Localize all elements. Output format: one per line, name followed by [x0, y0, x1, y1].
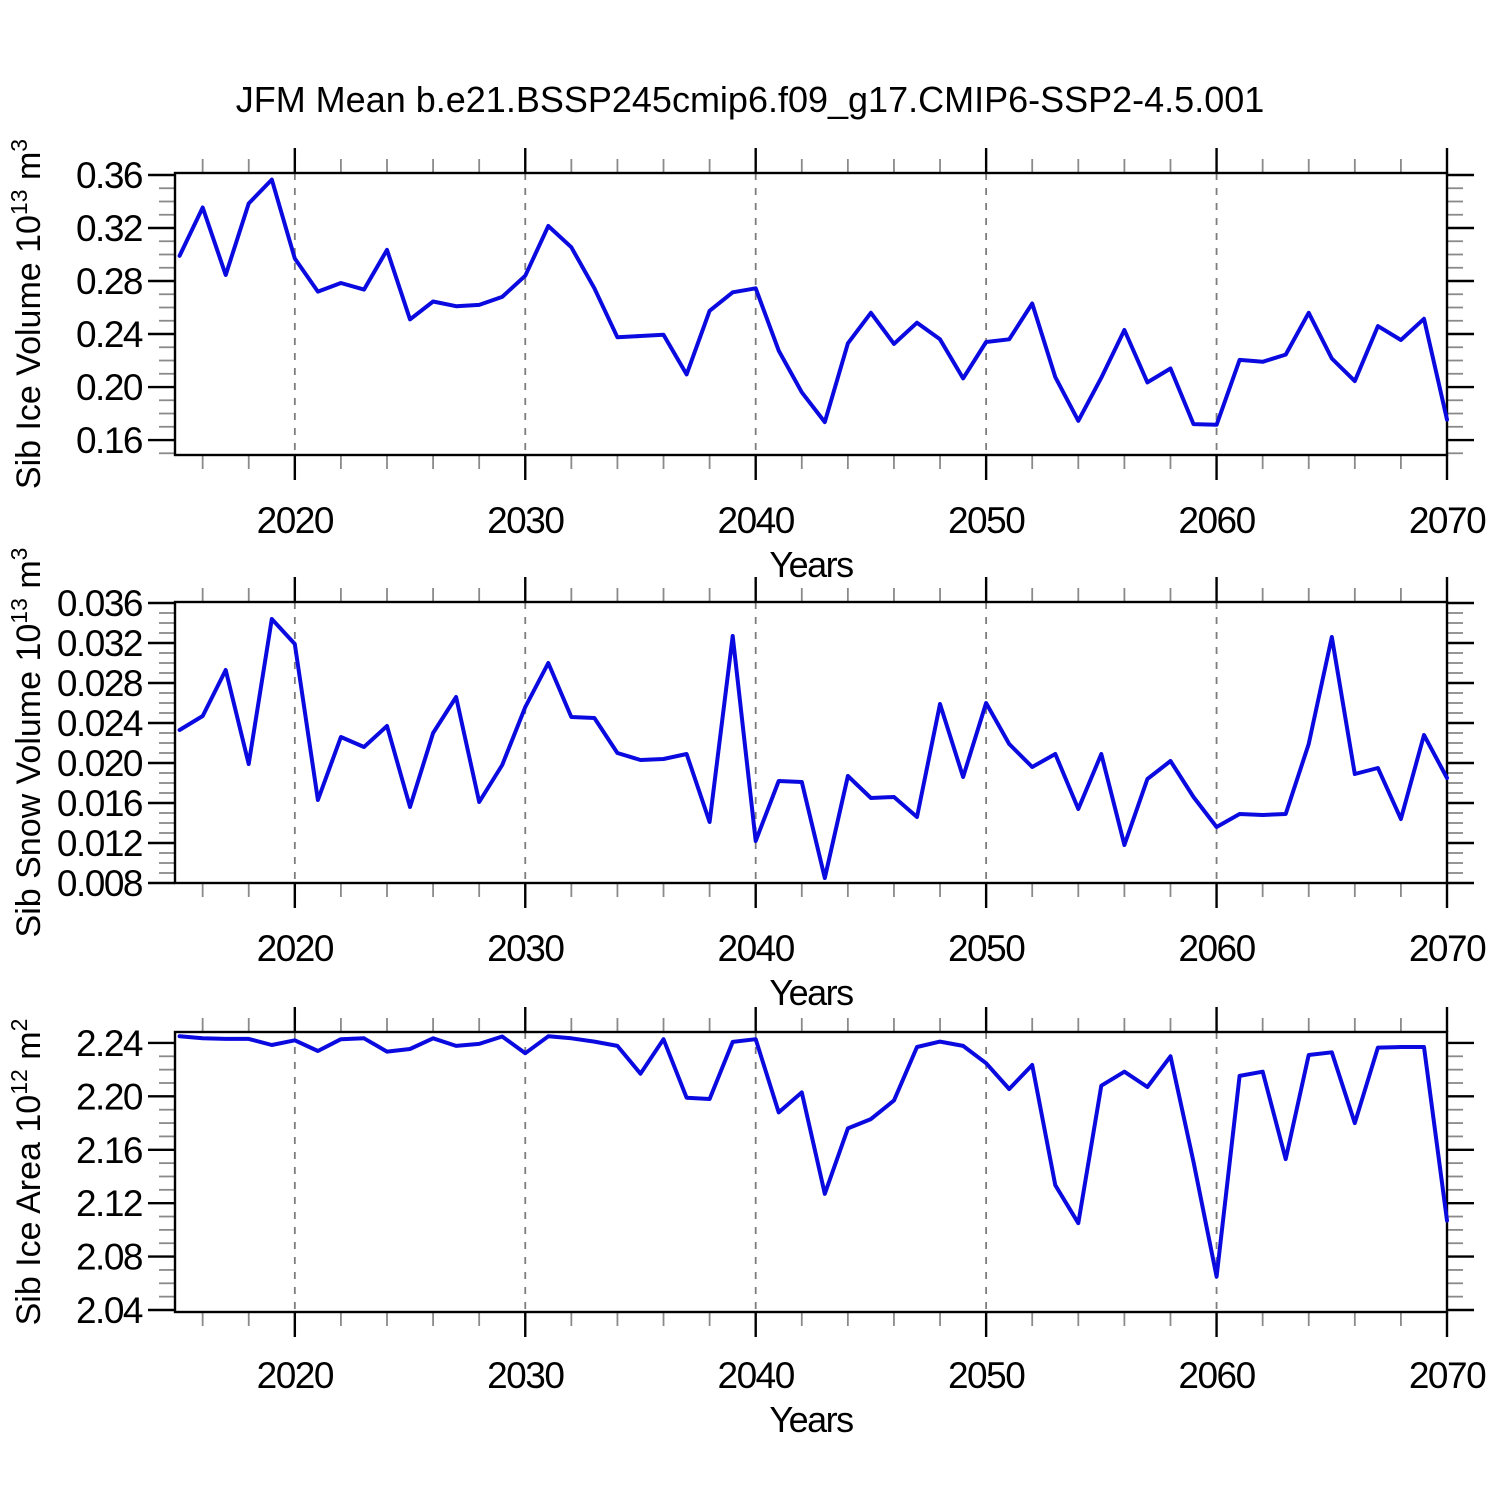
y-tick-label: 0.024: [57, 703, 143, 744]
x-tick-label: 2050: [948, 1355, 1025, 1396]
x-tick-label: 2020: [257, 1355, 334, 1396]
y-tick-label: 2.08: [76, 1237, 142, 1278]
y-tick-label: 0.36: [76, 155, 142, 196]
x-tick-label: 2060: [1178, 1355, 1255, 1396]
x-tick-label: 2060: [1178, 928, 1255, 969]
y-tick-label: 2.16: [76, 1130, 142, 1171]
x-tick-label: 2050: [948, 500, 1025, 541]
x-tick-label: 2070: [1409, 500, 1486, 541]
y-tick-label: 0.28: [76, 261, 142, 302]
y-tick-label: 0.24: [76, 314, 143, 355]
y-axis-title: Sib Ice Area 1012 m2: [6, 1019, 48, 1326]
y-tick-label: 2.04: [76, 1290, 143, 1331]
y-tick-label: 2.20: [76, 1076, 143, 1117]
data-line-sib-snow-volume: [177, 617, 1449, 880]
plot-frame: [173, 1030, 1449, 1314]
chart-sib-snow-volume: 2020 2030 2040 2050 2060 20700.0080.0120.0160…: [6, 548, 1488, 1013]
y-tick-label: 2.12: [76, 1183, 142, 1224]
plot-frame: [173, 171, 1449, 457]
y-tick-label: 0.032: [57, 623, 142, 664]
y-tick-label: 0.20: [76, 367, 143, 408]
x-axis-title: Years: [769, 1399, 853, 1440]
y-tick-label: 0.32: [76, 208, 142, 249]
figure-title: JFM Mean b.e21.BSSP245cmip6.f09_g17.CMIP…: [236, 79, 1265, 120]
y-tick-label: 0.016: [57, 783, 142, 824]
y-tick-label: 0.028: [57, 663, 142, 704]
y-tick-label: 2.24: [76, 1023, 143, 1064]
y-tick-label: 0.008: [57, 863, 142, 904]
x-tick-label: 2050: [948, 928, 1025, 969]
y-tick-label: 0.16: [76, 420, 142, 461]
x-tick-label: 2040: [718, 928, 795, 969]
y-tick-label: 0.012: [57, 823, 142, 864]
x-tick-label: 2030: [487, 500, 564, 541]
y-tick-label: 0.020: [57, 743, 143, 784]
y-axis-title: Sib Snow Volume 1013 m3: [6, 548, 48, 938]
y-tick-label: 0.036: [57, 583, 142, 624]
x-tick-label: 2020: [257, 928, 334, 969]
x-tick-label: 2070: [1409, 928, 1486, 969]
x-tick-label: 2040: [718, 1355, 795, 1396]
data-line-sib-ice-volume: [177, 177, 1449, 427]
x-tick-label: 2060: [1178, 500, 1255, 541]
x-tick-label: 2070: [1409, 1355, 1486, 1396]
chart-sib-ice-volume: 2020 2030 2040 2050 2060 2070 0.16 0.20 0.24 0.28…: [6, 139, 1488, 585]
data-line-sib-ice-area: [177, 1034, 1449, 1279]
chart-sib-ice-area: 2020 2030 2040 2050 2060 2070 2.04 2.08 2.12 2.16…: [6, 1007, 1488, 1440]
x-tick-label: 2020: [257, 500, 334, 541]
x-tick-label: 2040: [718, 500, 795, 541]
y-axis-title: Sib Ice Volume 1013 m3: [6, 139, 48, 489]
plot-frame: [173, 600, 1449, 885]
x-tick-label: 2030: [487, 1355, 564, 1396]
x-axis-title: Years: [769, 544, 853, 585]
x-axis-title: Years: [769, 972, 853, 1013]
x-tick-label: 2030: [487, 928, 564, 969]
